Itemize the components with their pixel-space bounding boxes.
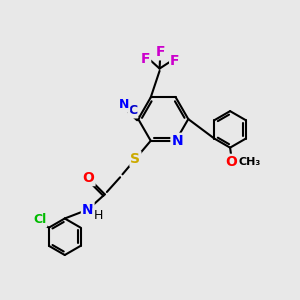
Text: CH₃: CH₃ (239, 157, 261, 167)
Text: S: S (130, 152, 140, 166)
Text: H: H (93, 209, 103, 222)
Text: F: F (155, 45, 165, 59)
Text: C: C (128, 104, 137, 118)
Text: Cl: Cl (33, 214, 46, 226)
Text: N: N (171, 134, 183, 148)
Text: N: N (82, 203, 94, 217)
Text: F: F (141, 52, 150, 66)
Text: N: N (119, 98, 129, 111)
Text: O: O (83, 171, 94, 185)
Text: F: F (170, 54, 180, 68)
Text: O: O (226, 155, 238, 169)
